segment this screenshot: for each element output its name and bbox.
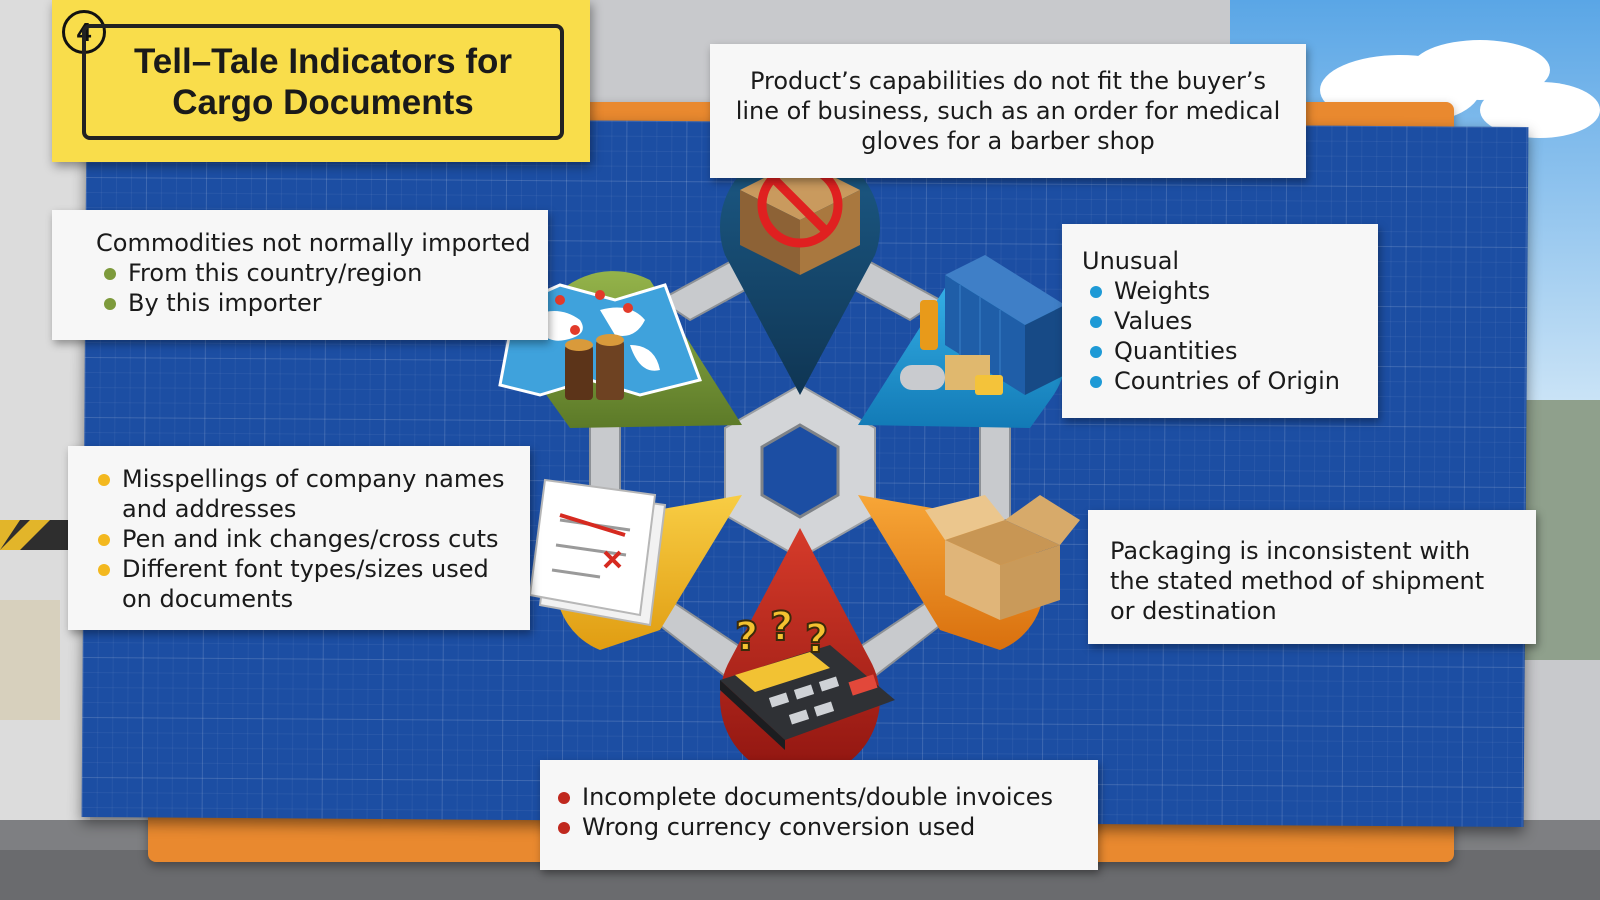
note-upper-left: Commodities not normally imported From t… — [52, 210, 548, 340]
list-item: Pen and ink changes/cross cuts — [90, 524, 518, 554]
world-map-goods-icon — [498, 283, 702, 400]
note-upper-right-heading: Unusual — [1082, 247, 1180, 275]
note-upper-left-list: From this country/region By this importe… — [96, 258, 548, 318]
page-title: Tell–Tale Indicators for Cargo Documents — [134, 42, 512, 122]
list-item: Weights — [1082, 276, 1378, 306]
shipping-container-icon — [900, 255, 1065, 395]
calculator-question-marks-icon: ??? — [720, 603, 895, 750]
center-hexagon — [724, 383, 876, 560]
note-top: Product’s capabilities do not fit the bu… — [710, 44, 1306, 178]
note-lower-right-text: Packaging is inconsistent with the state… — [1110, 537, 1485, 625]
note-upper-right: Unusual Weights Values Quantities Countr… — [1062, 224, 1378, 418]
svg-text:?: ? — [770, 604, 793, 650]
list-item: Different font types/sizes used on docum… — [90, 554, 518, 614]
open-cardboard-box-icon — [925, 495, 1080, 620]
title-frame: Tell–Tale Indicators for Cargo Documents — [82, 24, 564, 140]
list-item: Countries of Origin — [1082, 366, 1378, 396]
note-bottom-list: Incomplete documents/double invoices Wro… — [550, 782, 1098, 842]
note-top-text: Product’s capabilities do not fit the bu… — [735, 67, 1281, 155]
note-bottom: Incomplete documents/double invoices Wro… — [540, 760, 1098, 870]
note-upper-left-heading: Commodities not normally imported — [96, 229, 531, 257]
list-item: Quantities — [1082, 336, 1378, 366]
list-item: Wrong currency conversion used — [550, 812, 1098, 842]
list-item: By this importer — [96, 288, 548, 318]
crossed-out-document-icon — [528, 478, 667, 627]
title-card: 4 Tell–Tale Indicators for Cargo Documen… — [52, 0, 590, 162]
note-upper-right-list: Weights Values Quantities Countries of O… — [1082, 276, 1378, 396]
note-lower-right: Packaging is inconsistent with the state… — [1088, 510, 1536, 644]
list-item: From this country/region — [96, 258, 548, 288]
note-lower-left-list: Misspellings of company names and addres… — [90, 464, 518, 614]
svg-text:?: ? — [735, 614, 758, 660]
list-item: Values — [1082, 306, 1378, 336]
note-lower-left: Misspellings of company names and addres… — [68, 446, 530, 630]
svg-text:?: ? — [805, 616, 828, 662]
list-item: Incomplete documents/double invoices — [550, 782, 1098, 812]
list-item: Misspellings of company names and addres… — [90, 464, 518, 524]
